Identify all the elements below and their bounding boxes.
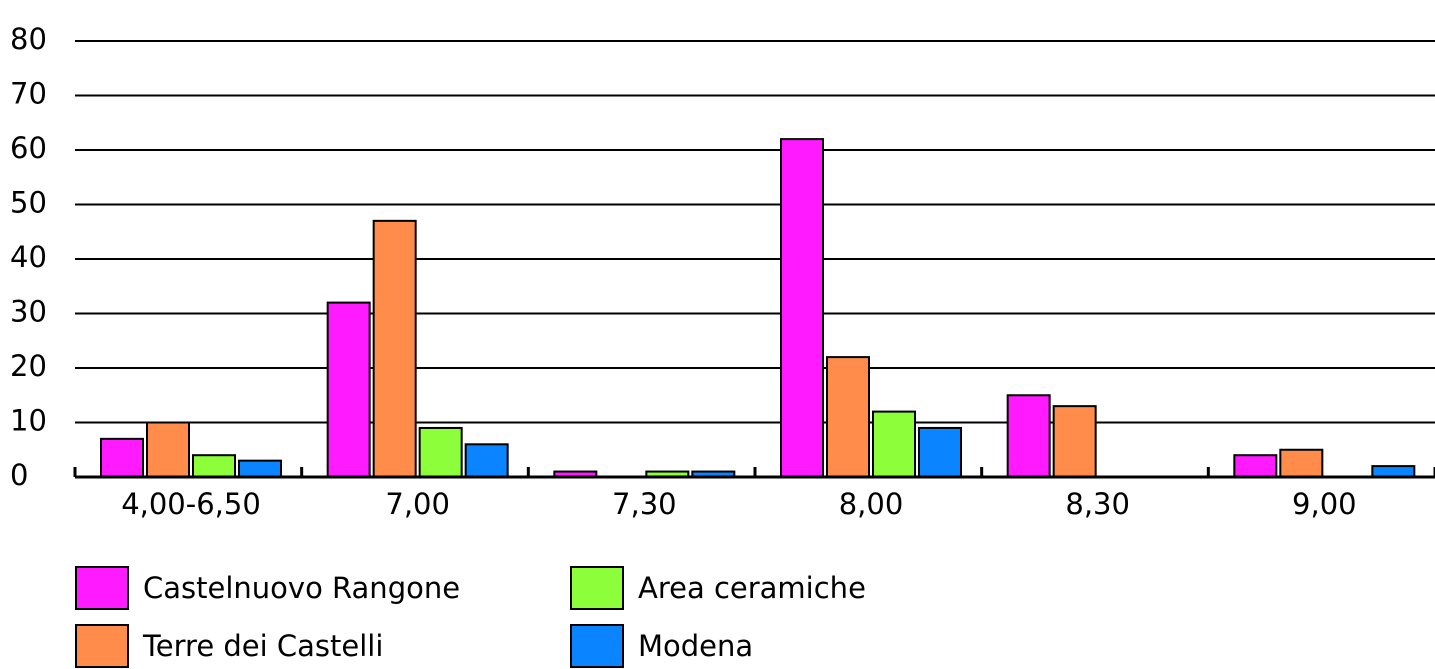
x-tick-label: 8,00: [839, 487, 904, 521]
bars: [100, 138, 1416, 479]
legend-swatch: [75, 566, 129, 610]
legend-swatch: [570, 624, 624, 668]
x-tick-label: 9,00: [1292, 487, 1357, 521]
legend-label: Castelnuovo Rangone: [143, 571, 461, 605]
x-tick-label: 7,00: [385, 487, 450, 521]
bar-castelnuovo-rangone: [326, 301, 371, 478]
legend-label: Terre dei Castelli: [143, 629, 384, 663]
legend-label: Modena: [638, 629, 754, 663]
bar-terre-dei-castelli: [146, 421, 190, 478]
y-tick-label: 0: [10, 458, 28, 492]
x-tick-label: 4,00-6,50: [121, 487, 261, 521]
y-tick-label: 40: [10, 240, 47, 274]
legend-item-modena: Modena: [570, 623, 753, 669]
y-tick-label: 20: [10, 349, 47, 383]
bar-modena: [918, 426, 962, 479]
x-axis: [73, 467, 1435, 479]
legend-item-terre-dei-castelli: Terre dei Castelli: [75, 623, 383, 669]
y-tick-label: 60: [10, 131, 47, 165]
legend-swatch: [75, 624, 129, 668]
grid-lines: [75, 40, 1435, 424]
y-tick-label: 50: [10, 186, 47, 220]
y-tick-label: 10: [10, 404, 47, 438]
x-axis-labels: 4,00-6,50 7,00 7,30 8,00 8,30 9,00: [121, 487, 1356, 521]
legend-item-area-ceramiche: Area ceramiche: [570, 565, 866, 611]
bar-terre-dei-castelli: [372, 219, 417, 478]
legend-label: Area ceramiche: [638, 571, 866, 605]
legend-item-castelnuovo-rangone: Castelnuovo Rangone: [75, 565, 460, 611]
bar-castelnuovo-rangone: [780, 138, 824, 478]
y-tick-label: 30: [10, 295, 47, 329]
y-tick-label: 70: [10, 77, 47, 111]
x-tick-label: 8,30: [1065, 487, 1130, 521]
bar-terre-dei-castelli: [1279, 448, 1324, 478]
y-axis-ticks: 0 10 20 30 40 50 60 70 80: [10, 22, 47, 492]
y-tick-label: 80: [10, 22, 47, 56]
x-tick-label: 7,30: [612, 487, 677, 521]
legend-swatch: [570, 566, 624, 610]
bar-terre-dei-castelli: [1052, 405, 1097, 478]
